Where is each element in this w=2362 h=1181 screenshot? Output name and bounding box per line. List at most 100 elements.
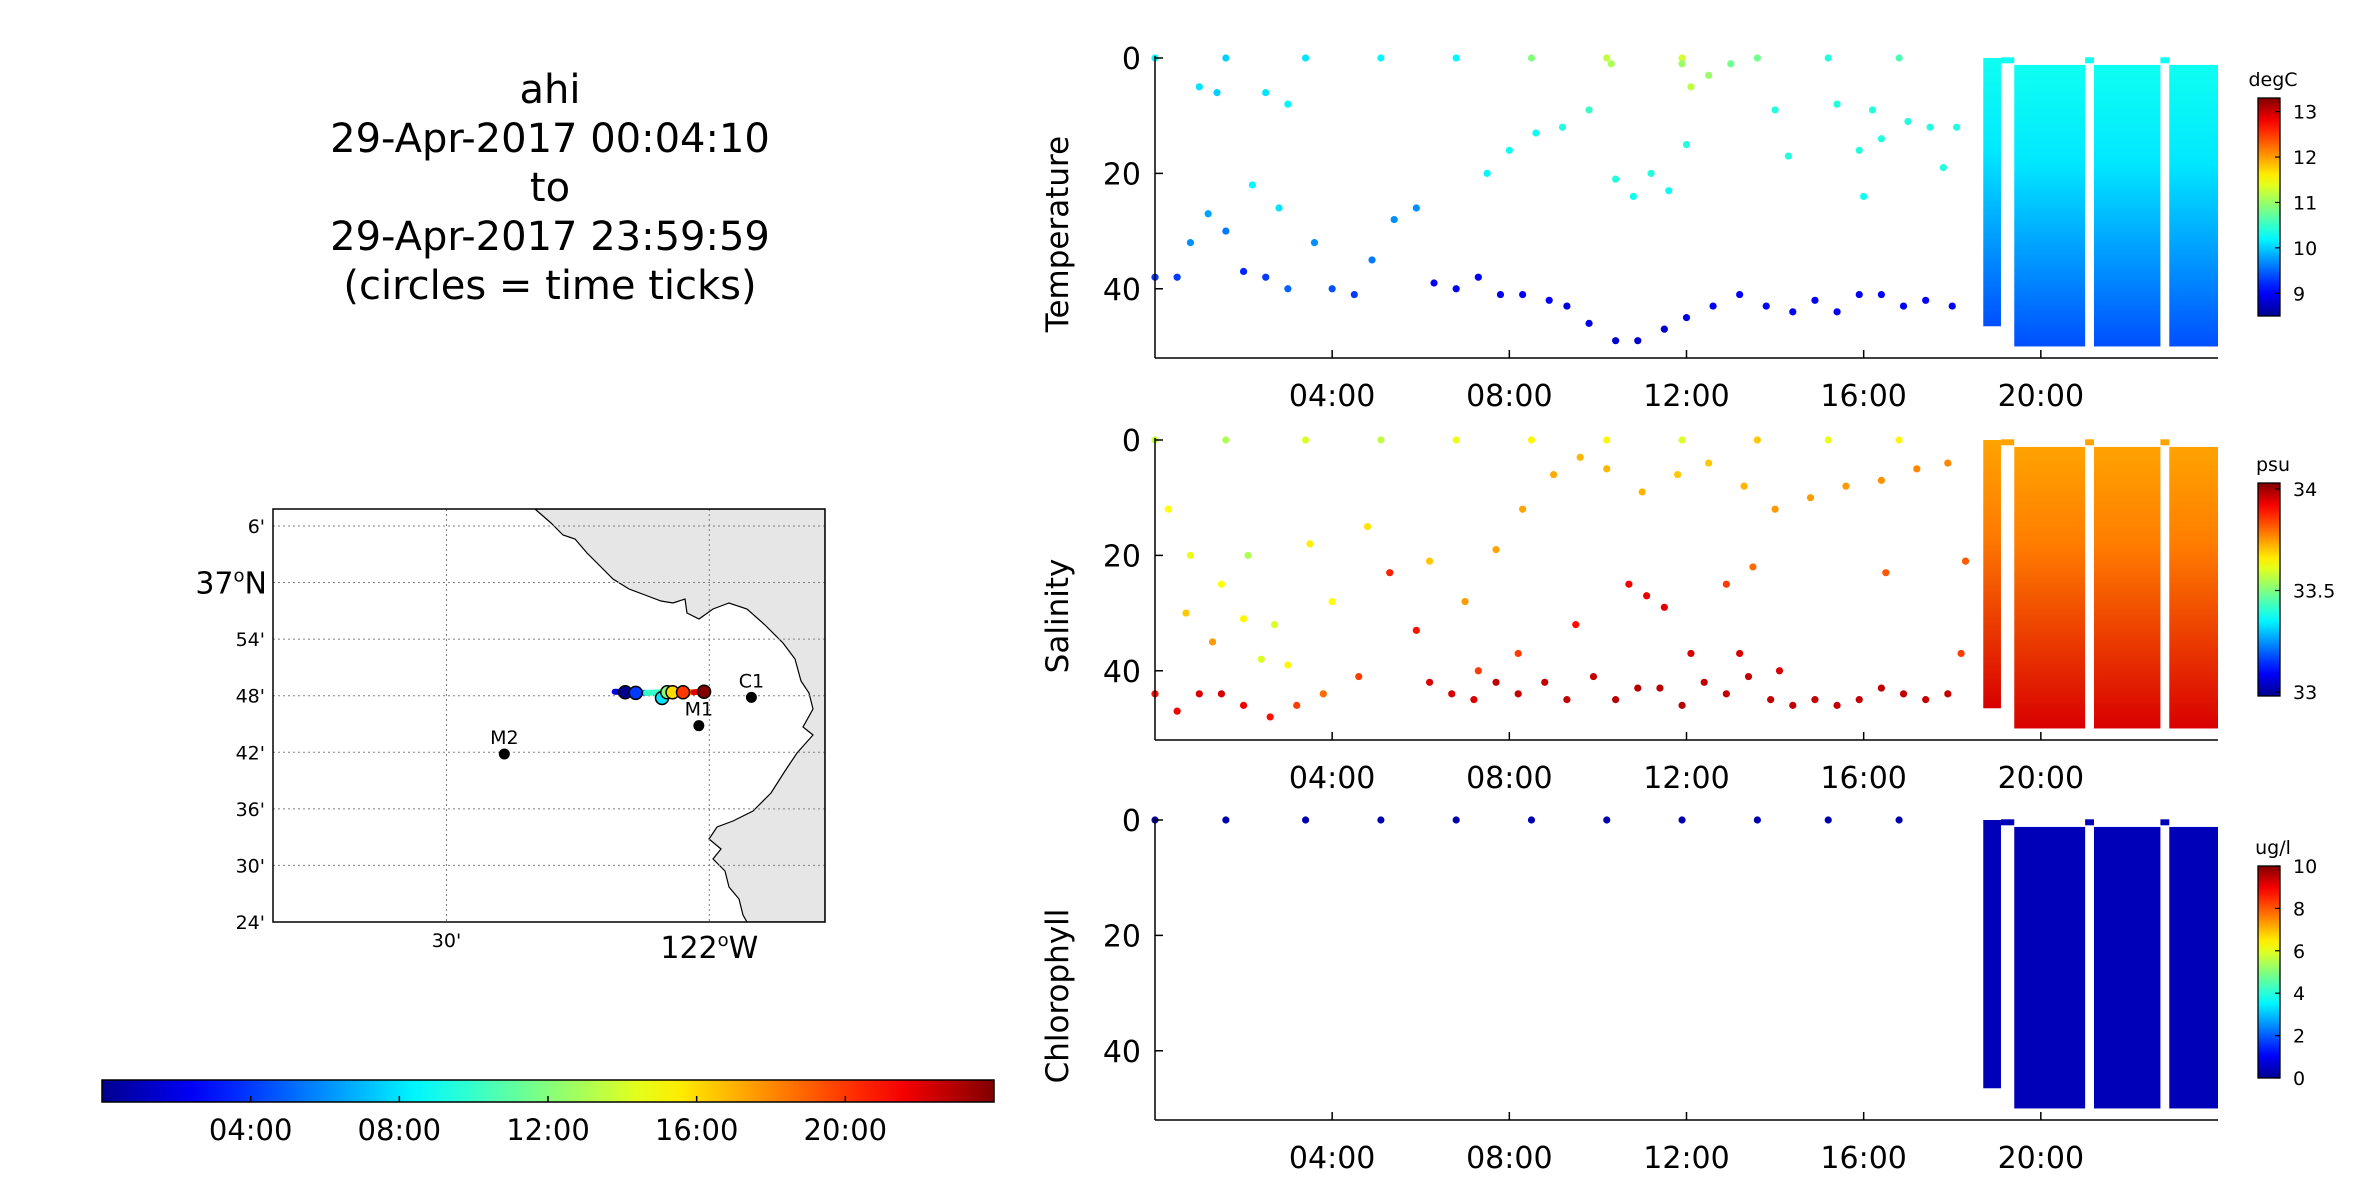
colorbar-units: ug/l xyxy=(2255,837,2291,859)
scatter-deep-point xyxy=(1678,701,1686,709)
time-tick-circle xyxy=(628,685,643,701)
scatter-deep-point xyxy=(1310,239,1319,247)
scatter-shallow-point xyxy=(1607,60,1615,68)
scatter-deep-point xyxy=(1328,285,1336,293)
scatter-shallow-point xyxy=(1195,83,1203,91)
scatter-mid-point xyxy=(1532,129,1540,137)
scatter-shallow-point xyxy=(1461,597,1469,606)
scatter-surface-point xyxy=(1301,54,1310,62)
scatter-shallow-point xyxy=(1913,465,1921,473)
scatter-mid-point xyxy=(1736,649,1744,658)
scatter-shallow-point xyxy=(1674,471,1682,479)
x-tick-label: 04:00 xyxy=(1289,761,1375,796)
scatter-surface-point xyxy=(1527,54,1536,62)
scatter-deep-point xyxy=(1186,239,1195,247)
scatter-mid-point xyxy=(1239,615,1248,623)
scatter-deep-point xyxy=(1492,678,1500,686)
scatter-shallow-point xyxy=(1749,563,1757,571)
x-tick-label: 20:00 xyxy=(1998,761,2084,796)
scatter-deep-point xyxy=(1682,314,1691,322)
scatter-shallow-point xyxy=(1868,106,1877,114)
scatter-surface-point xyxy=(1824,816,1832,824)
scatter-deep-point xyxy=(1173,707,1181,715)
y-tick-label: 40 xyxy=(1103,655,1141,690)
scatter-deep-point xyxy=(1877,684,1885,692)
scatter-deep-point xyxy=(1368,256,1376,264)
scatter-deep-point xyxy=(1514,690,1522,698)
colorbar-units: psu xyxy=(2256,454,2290,476)
x-tick-label: 20:00 xyxy=(1998,1141,2084,1176)
scatter-deep-point xyxy=(1855,696,1863,704)
scatter-shallow-point xyxy=(1550,471,1558,479)
scatter-deep-point xyxy=(1563,696,1571,704)
title-line-vehicle: ahi xyxy=(519,67,581,113)
temperature-panel: 0 20 40 04:00 08:00 12:00 16:00 20:00 Temperatur… xyxy=(1040,42,2317,414)
scatter-deep-point xyxy=(1563,302,1571,310)
y-tick-label: 20 xyxy=(1103,157,1141,192)
colorbar-gradient xyxy=(2257,865,2281,1079)
scatter-deep-point xyxy=(1944,690,1952,698)
figure-title: ahi 29-Apr-2017 00:04:10 to 29-Apr-2017 … xyxy=(250,66,850,311)
scatter-mid-point xyxy=(1687,649,1695,658)
colorbar-gradient xyxy=(2257,482,2281,697)
scatter-mid-point xyxy=(1284,661,1292,669)
scatter-mid-point xyxy=(1682,140,1691,149)
scatter-deep-point xyxy=(1767,696,1775,704)
scatter-mid-point xyxy=(1182,609,1190,617)
x-tick-label: 08:00 xyxy=(1466,761,1552,796)
scatter-deep-point xyxy=(1899,690,1908,698)
scatter-surface-point xyxy=(1824,436,1832,444)
scatter-mid-point xyxy=(1855,146,1863,154)
map-frame xyxy=(272,508,826,923)
scatter-mid-point xyxy=(1643,592,1651,600)
scatter-shallow-point xyxy=(1603,465,1611,473)
scatter-deep-point xyxy=(1390,215,1398,224)
scatter-mid-point xyxy=(1877,135,1885,143)
x-tick-label: 04:00 xyxy=(1289,379,1375,414)
time-tick-circle xyxy=(696,684,712,699)
scatter-shallow-point xyxy=(1262,89,1270,97)
scatter-shallow-point xyxy=(1328,597,1336,606)
colorbar-tick-label: 13 xyxy=(2293,102,2317,124)
scatter-deep-point xyxy=(1922,696,1930,704)
scatter-shallow-point xyxy=(1806,494,1815,502)
scatter-surface-point xyxy=(1301,436,1310,444)
y-tick-label: 0 xyxy=(1122,424,1141,459)
profiler-curtain-segment xyxy=(2014,64,2086,347)
time-colorbar-label: 16:00 xyxy=(655,1113,739,1147)
scatter-deep-point xyxy=(1195,690,1203,698)
station-label: M1 xyxy=(685,699,713,721)
scatter-deep-point xyxy=(1585,319,1593,327)
colorbar-tick-label: 10 xyxy=(2293,238,2317,260)
scatter-shallow-point xyxy=(1638,488,1646,496)
scatter-shallow-point xyxy=(1217,580,1226,588)
scatter-deep-point xyxy=(1789,701,1797,709)
colorbar-tick-label: 33 xyxy=(2293,682,2317,704)
profiler-curtain-segment xyxy=(2014,826,2086,1109)
station-label: C1 xyxy=(739,670,764,692)
scatter-deep-point xyxy=(1811,696,1819,704)
profiler-curtain-segment xyxy=(1983,58,2001,327)
scatter-shallow-point xyxy=(1678,60,1686,68)
map-lat-label: 30' xyxy=(236,855,265,877)
title-line-start: 29-Apr-2017 00:04:10 xyxy=(330,116,770,162)
time-colorbar: 04:00 08:00 12:00 16:00 20:00 xyxy=(101,1079,995,1147)
scatter-deep-point xyxy=(1736,290,1744,299)
scatter-shallow-point xyxy=(1244,551,1252,559)
scatter-shallow-point xyxy=(1740,482,1748,490)
scatter-mid-point xyxy=(1474,667,1482,675)
profiler-curtain-segment xyxy=(2093,64,2161,347)
colorbar-gradient xyxy=(2257,97,2281,317)
time-colorbar-label: 20:00 xyxy=(804,1113,888,1147)
scatter-surface-point xyxy=(1824,54,1832,62)
profiler-curtain-segment xyxy=(2169,826,2218,1109)
scatter-shallow-point xyxy=(1306,540,1314,548)
scatter-mid-point xyxy=(1386,569,1394,577)
map-lat-label: 54' xyxy=(236,629,265,651)
scatter-mid-point xyxy=(1939,164,1947,172)
scatter-surface-point xyxy=(1301,816,1310,824)
scatter-shallow-point xyxy=(1705,459,1713,467)
scatter-surface-point xyxy=(1452,816,1460,824)
x-tick-label: 20:00 xyxy=(1998,379,2084,414)
